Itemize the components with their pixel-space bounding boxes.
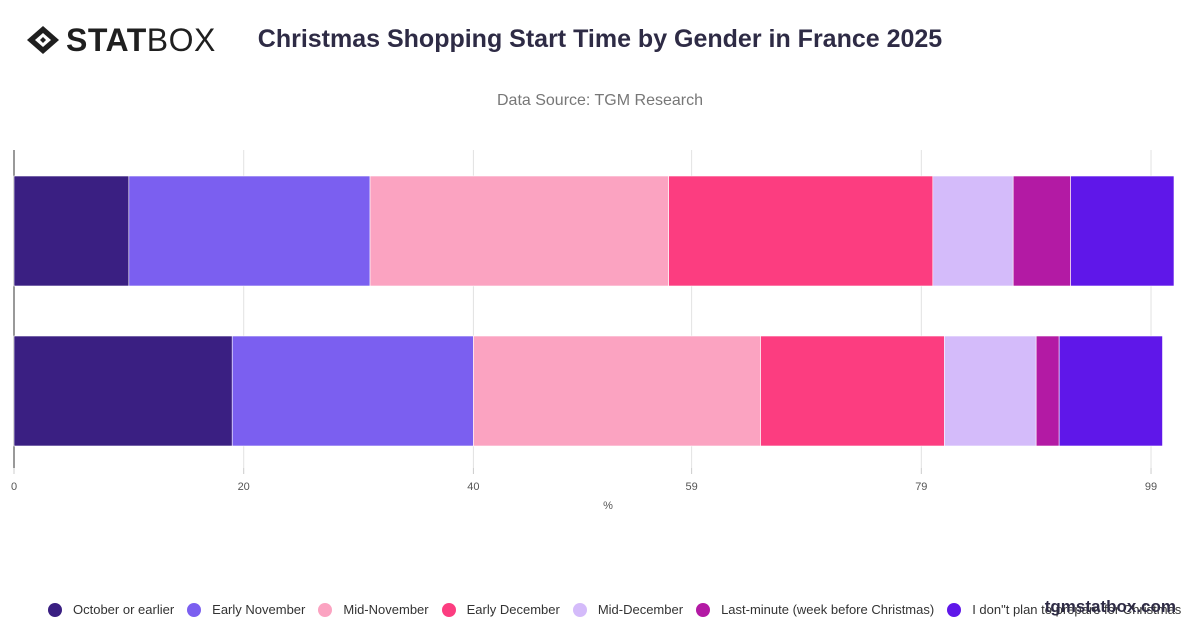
bar-segment (1070, 175, 1175, 287)
legend-label: Early November (212, 602, 306, 617)
legend-item[interactable]: October or earlier (48, 602, 174, 617)
chart-title: Christmas Shopping Start Time by Gender … (257, 25, 943, 53)
statbox-diamond-icon (27, 26, 59, 54)
bar-segment (13, 175, 130, 287)
legend-item[interactable]: Early December (441, 602, 560, 617)
x-tick-label: 40 (467, 481, 479, 493)
bar-segment (13, 335, 233, 447)
watermark: tgmstatbox.com (1044, 597, 1176, 616)
legend-item[interactable]: Early November (187, 602, 305, 617)
logo-text-bold: STAT (66, 22, 147, 58)
bar-segment (668, 175, 934, 287)
legend-label: Early December (466, 602, 560, 617)
chart-legend: October or earlier Early November Mid-Nove… (48, 602, 1194, 617)
x-tick-label: 20 (238, 481, 250, 493)
legend-marker (441, 602, 456, 617)
legend-marker (48, 602, 62, 617)
legend-label: Last-minute (week before Christmas) (721, 602, 935, 617)
bar-segment (1035, 335, 1060, 447)
bar-segment (1058, 335, 1163, 447)
bar-segment (932, 175, 1014, 287)
legend-item[interactable]: Mid-December (572, 602, 684, 617)
legend-marker (187, 602, 202, 617)
logo-text: STATBOX (66, 24, 216, 56)
legend-marker (318, 602, 333, 617)
legend-item[interactable]: Mid-November (318, 602, 429, 617)
legend-marker (947, 602, 962, 617)
x-axis-title: % (603, 500, 613, 512)
logo-text-light: BOX (146, 22, 216, 58)
bar-segment (231, 335, 474, 447)
x-tick-label: 59 (685, 481, 697, 493)
bar-segment (473, 335, 761, 447)
statbox-logo: STATBOX (26, 24, 216, 56)
legend-marker (572, 602, 587, 617)
legend-label: October or earlier (73, 602, 175, 617)
legend-item[interactable]: I don"t plan to prepare for Christmas (947, 602, 1181, 617)
bar-segment (128, 175, 371, 287)
bar-segment (760, 335, 945, 447)
legend-label: I don"t plan to prepare for Christmas (972, 602, 1182, 617)
legend-item[interactable]: Last-minute (week before Christmas) (696, 602, 934, 617)
x-tick-label: 99 (1145, 481, 1157, 493)
bar-segment (1012, 175, 1071, 287)
x-tick-label: 79 (915, 481, 927, 493)
legend-label: Mid-November (343, 602, 429, 617)
bar-segment (943, 335, 1037, 447)
bar-segment (369, 175, 669, 287)
x-tick-label: 0 (11, 481, 17, 493)
legend-marker (696, 602, 711, 617)
chart-subtitle: Data Source: TGM Research (496, 92, 703, 109)
legend-label: Mid-December (597, 602, 684, 617)
